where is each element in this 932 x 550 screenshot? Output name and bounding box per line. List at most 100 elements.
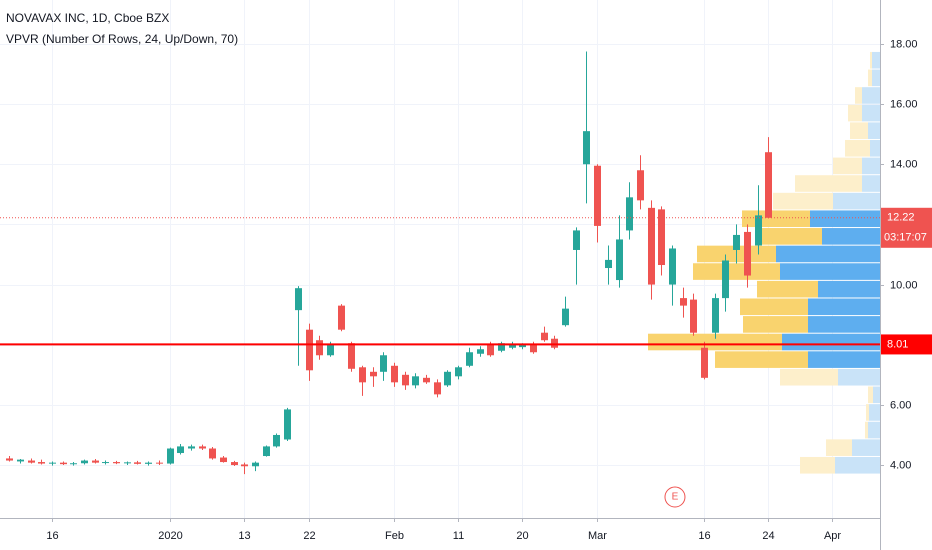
- volume-profile: [648, 51, 880, 474]
- candle-body: [134, 462, 141, 464]
- x-tick-label: 24: [762, 530, 774, 542]
- price-label: 8.01: [887, 338, 908, 350]
- vp-down: [865, 421, 868, 439]
- vp-down: [800, 456, 835, 474]
- vp-up: [862, 87, 880, 104]
- candle-body: [156, 462, 163, 464]
- vp-up: [868, 122, 880, 139]
- candle-body: [273, 434, 280, 447]
- candle-body: [402, 374, 409, 386]
- y-tick-label: 4.00: [890, 459, 911, 471]
- candle-body: [455, 367, 462, 377]
- candle-body: [626, 197, 633, 231]
- vp-up: [780, 263, 880, 280]
- earnings-marker: [664, 486, 686, 508]
- vp-down: [845, 139, 870, 157]
- candle-body: [199, 446, 206, 449]
- x-tick-label: 2020: [158, 530, 182, 542]
- candle-body: [124, 462, 131, 464]
- candle-body: [145, 462, 152, 464]
- earnings-label: E: [672, 492, 679, 503]
- vp-down: [850, 122, 868, 139]
- vp-down: [826, 439, 852, 456]
- candle-body: [231, 462, 238, 466]
- candle-body: [765, 152, 772, 218]
- vp-up: [872, 51, 880, 69]
- candle-body: [551, 338, 558, 348]
- candle-body: [712, 298, 719, 333]
- candle-body: [6, 458, 13, 461]
- candle-body: [60, 462, 67, 465]
- x-tick-label: 16: [46, 530, 58, 542]
- vp-down: [760, 228, 822, 245]
- y-tick-label: 10.00: [890, 279, 918, 291]
- candle-body: [177, 446, 184, 454]
- x-tick-label: Mar: [588, 530, 607, 542]
- candle-body: [359, 367, 366, 383]
- candle-body: [605, 259, 612, 269]
- x-tick-label: 20: [516, 530, 528, 542]
- vp-up: [862, 157, 880, 175]
- vp-up: [862, 104, 880, 122]
- vp-up: [862, 175, 880, 192]
- vp-up: [873, 386, 880, 404]
- candle-body: [348, 343, 355, 369]
- plot-area: [0, 0, 880, 518]
- candle-body: [92, 460, 99, 463]
- vp-up: [833, 192, 880, 210]
- y-tick-label: 14.00: [890, 158, 918, 170]
- vp-up: [810, 210, 880, 228]
- candle-body: [113, 462, 120, 464]
- vp-up: [808, 351, 880, 368]
- candle-body: [573, 230, 580, 250]
- vp-down: [795, 175, 862, 192]
- x-tick-label: 22: [303, 530, 315, 542]
- vp-down: [868, 69, 872, 87]
- price-label-bg: [881, 207, 932, 248]
- candle-body: [49, 462, 56, 464]
- candle-body: [295, 288, 302, 311]
- candle-body: [562, 308, 569, 326]
- candle-body: [690, 299, 697, 333]
- vp-up: [776, 245, 880, 263]
- candle-body: [284, 409, 291, 440]
- y-tick-label: 16.00: [890, 98, 918, 110]
- candle-body: [519, 344, 526, 348]
- candles: [6, 51, 772, 475]
- vp-up: [838, 368, 880, 386]
- y-tick-label: 18.00: [890, 38, 918, 50]
- candle-body: [583, 131, 590, 165]
- vp-down: [715, 351, 808, 368]
- candle-body: [220, 457, 227, 463]
- vp-up: [868, 421, 880, 439]
- vp-up: [782, 333, 880, 351]
- candle-body: [412, 376, 419, 386]
- candle-body: [755, 215, 762, 246]
- vp-down: [855, 87, 862, 104]
- y-tick-label: 6.00: [890, 399, 911, 411]
- candle-body: [70, 463, 77, 465]
- candle-body: [209, 448, 216, 459]
- candle-body: [28, 460, 35, 463]
- candle-body: [530, 344, 537, 353]
- candle-body: [616, 239, 623, 281]
- candle-body: [744, 231, 751, 276]
- chart-title: NOVAVAX INC, 1D, Cboe BZX: [6, 11, 169, 25]
- candle-body: [434, 382, 441, 395]
- candle-body: [241, 464, 248, 467]
- candle-body: [680, 298, 687, 306]
- vp-down: [743, 316, 808, 333]
- candle-body: [327, 344, 334, 356]
- vp-down: [742, 210, 810, 228]
- candle-body: [477, 349, 484, 354]
- x-tick-label: 16: [698, 530, 710, 542]
- x-tick-label: 11: [453, 530, 464, 542]
- vp-down: [833, 157, 862, 175]
- vp-up: [818, 280, 880, 298]
- vp-up: [852, 439, 880, 456]
- price-label: 12.22: [887, 212, 915, 224]
- candle-body: [509, 344, 516, 348]
- vp-down: [848, 104, 862, 122]
